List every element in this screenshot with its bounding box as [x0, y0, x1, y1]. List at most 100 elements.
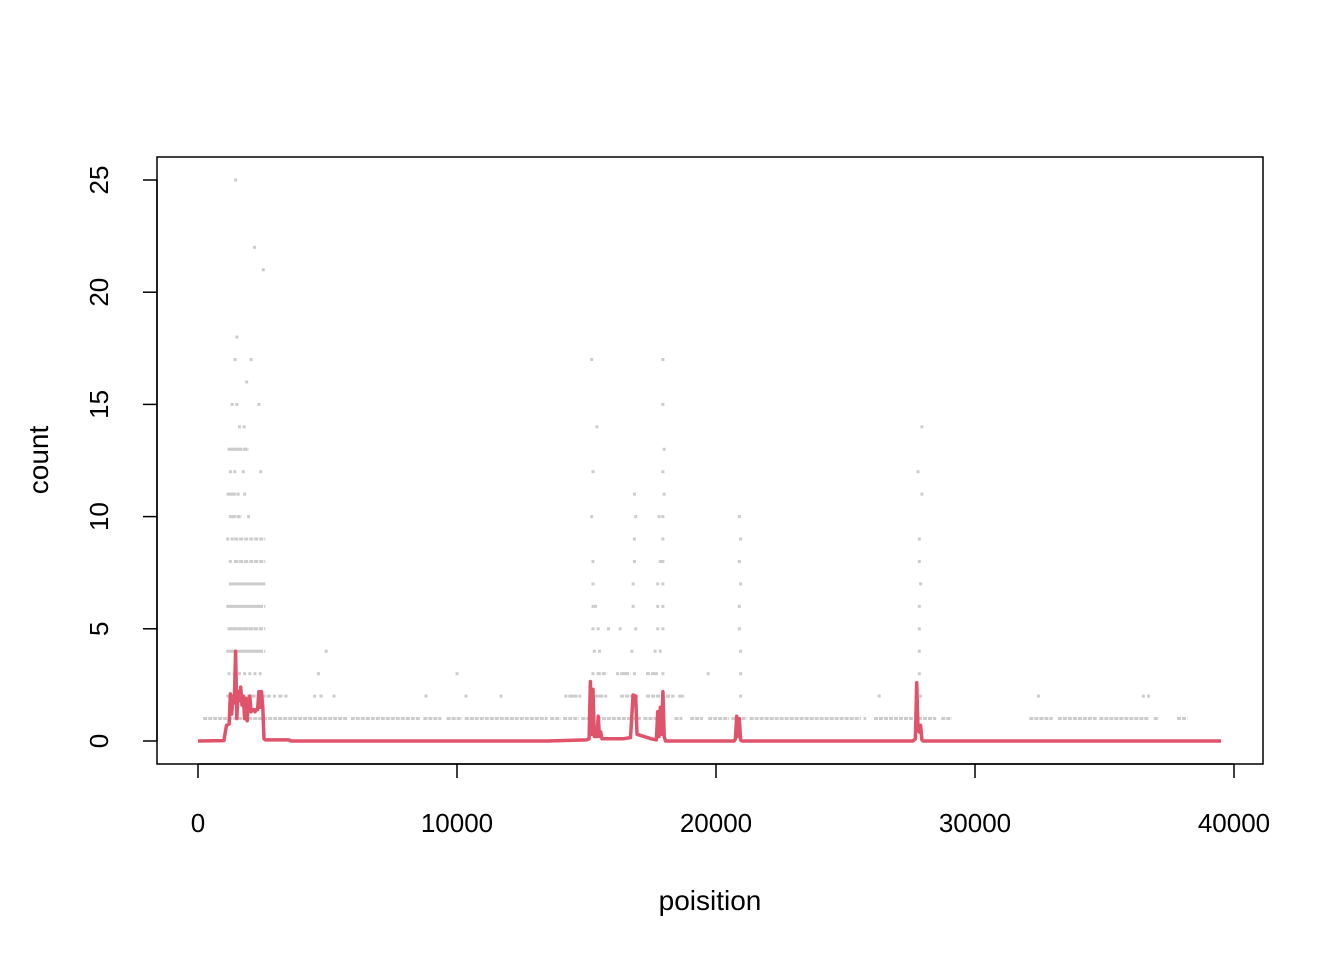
- data-point-47: [244, 582, 248, 586]
- plot-frame: [156, 156, 1264, 765]
- x-axis: 0 10000 20000 30000 40000: [191, 763, 1270, 838]
- data-point-127: [623, 672, 627, 676]
- data-point-75: [237, 672, 241, 676]
- data-point-157: [737, 604, 741, 608]
- data-point-2: [261, 268, 265, 272]
- data-point-11: [242, 425, 246, 429]
- x-tick-label-3: 30000: [939, 808, 1011, 838]
- series-line: [197, 649, 1221, 743]
- data-point-56: [252, 604, 256, 608]
- data-point-32: [239, 537, 243, 541]
- data-point-113: [570, 694, 574, 698]
- data-point-41: [249, 559, 253, 563]
- data-point-61: [243, 627, 247, 631]
- data-point-72: [324, 649, 328, 653]
- data-point-27: [236, 515, 240, 519]
- data-point-141: [656, 604, 660, 608]
- data-point-0: [234, 178, 238, 182]
- data-point-15: [239, 447, 243, 451]
- data-point-147: [654, 672, 658, 676]
- y-tick-label-0: 0: [84, 734, 114, 748]
- data-point-124: [630, 649, 634, 653]
- data-point-105: [594, 604, 598, 608]
- data-point-24: [243, 492, 247, 496]
- data-point-102: [591, 559, 595, 563]
- data-point-174: [1036, 694, 1040, 698]
- data-point-68: [241, 649, 245, 653]
- data-point-46: [239, 582, 243, 586]
- y-tick-label-1: 5: [84, 622, 114, 636]
- data-point-38: [234, 559, 238, 563]
- data-point-109: [597, 649, 601, 653]
- data-point-165: [917, 537, 921, 541]
- data-point-19: [241, 470, 245, 474]
- data-point-132: [661, 470, 665, 474]
- data-point-45: [234, 582, 238, 586]
- data-point-115: [596, 694, 600, 698]
- data-point-142: [661, 604, 665, 608]
- data-point-163: [916, 470, 920, 474]
- data-point-96: [499, 694, 503, 698]
- data-point-99: [595, 425, 599, 429]
- data-point-64: [258, 627, 262, 631]
- data-point-134: [657, 515, 661, 519]
- data-point-28: [247, 515, 251, 519]
- data-point-121: [631, 582, 635, 586]
- data-point-169: [917, 627, 921, 631]
- data-point-93: [332, 694, 336, 698]
- data-point-30: [230, 537, 234, 541]
- data-point-35: [254, 537, 258, 541]
- data-point-155: [737, 559, 741, 563]
- data-point-36: [259, 537, 263, 541]
- data-point-116: [607, 627, 611, 631]
- data-point-151: [678, 694, 682, 698]
- data-point-89: [272, 694, 276, 698]
- scatter-points: [203, 178, 1188, 721]
- data-point-67: [236, 649, 240, 653]
- data-point-77: [248, 672, 252, 676]
- data-point-55: [247, 604, 251, 608]
- data-point-81: [226, 694, 230, 698]
- y-axis: 0 5 10 15 20 25: [84, 166, 158, 748]
- data-point-144: [661, 627, 665, 631]
- data-point-44: [228, 582, 232, 586]
- data-point-175: [1141, 694, 1145, 698]
- data-point-95: [464, 694, 468, 698]
- x-tick-label-4: 40000: [1198, 808, 1270, 838]
- data-point-110: [591, 672, 595, 676]
- x-tick-label-1: 10000: [421, 808, 493, 838]
- x-tick-label-0: 0: [191, 808, 205, 838]
- data-point-17: [228, 470, 232, 474]
- data-point-31: [234, 537, 238, 541]
- data-point-57: [257, 604, 261, 608]
- data-point-39: [239, 559, 243, 563]
- data-point-4: [233, 358, 237, 362]
- data-point-63: [253, 627, 257, 631]
- data-point-159: [739, 649, 743, 653]
- data-point-71: [257, 649, 261, 653]
- y-tick-label-4: 20: [84, 278, 114, 307]
- data-point-9: [257, 402, 261, 406]
- data-point-21: [228, 492, 232, 496]
- data-point-167: [919, 582, 923, 586]
- data-point-91: [313, 694, 317, 698]
- data-point-136: [661, 537, 665, 541]
- data-point-173: [877, 694, 881, 698]
- y-tick-label-5: 25: [84, 166, 114, 195]
- x-tick-label-2: 20000: [680, 808, 752, 838]
- data-point-16: [244, 447, 248, 451]
- data-point-158: [737, 627, 741, 631]
- y-tick-label-3: 15: [84, 390, 114, 419]
- data-point-153: [737, 515, 741, 519]
- data-point-13: [231, 447, 235, 451]
- data-point-146: [658, 649, 662, 653]
- data-point-6: [245, 380, 249, 384]
- y-axis-title: count: [23, 426, 54, 495]
- data-point-164: [920, 492, 924, 496]
- data-point-94: [424, 694, 428, 698]
- data-point-25: [228, 515, 232, 519]
- data-point-133: [662, 492, 666, 496]
- data-point-66: [231, 649, 235, 653]
- data-point-34: [249, 537, 253, 541]
